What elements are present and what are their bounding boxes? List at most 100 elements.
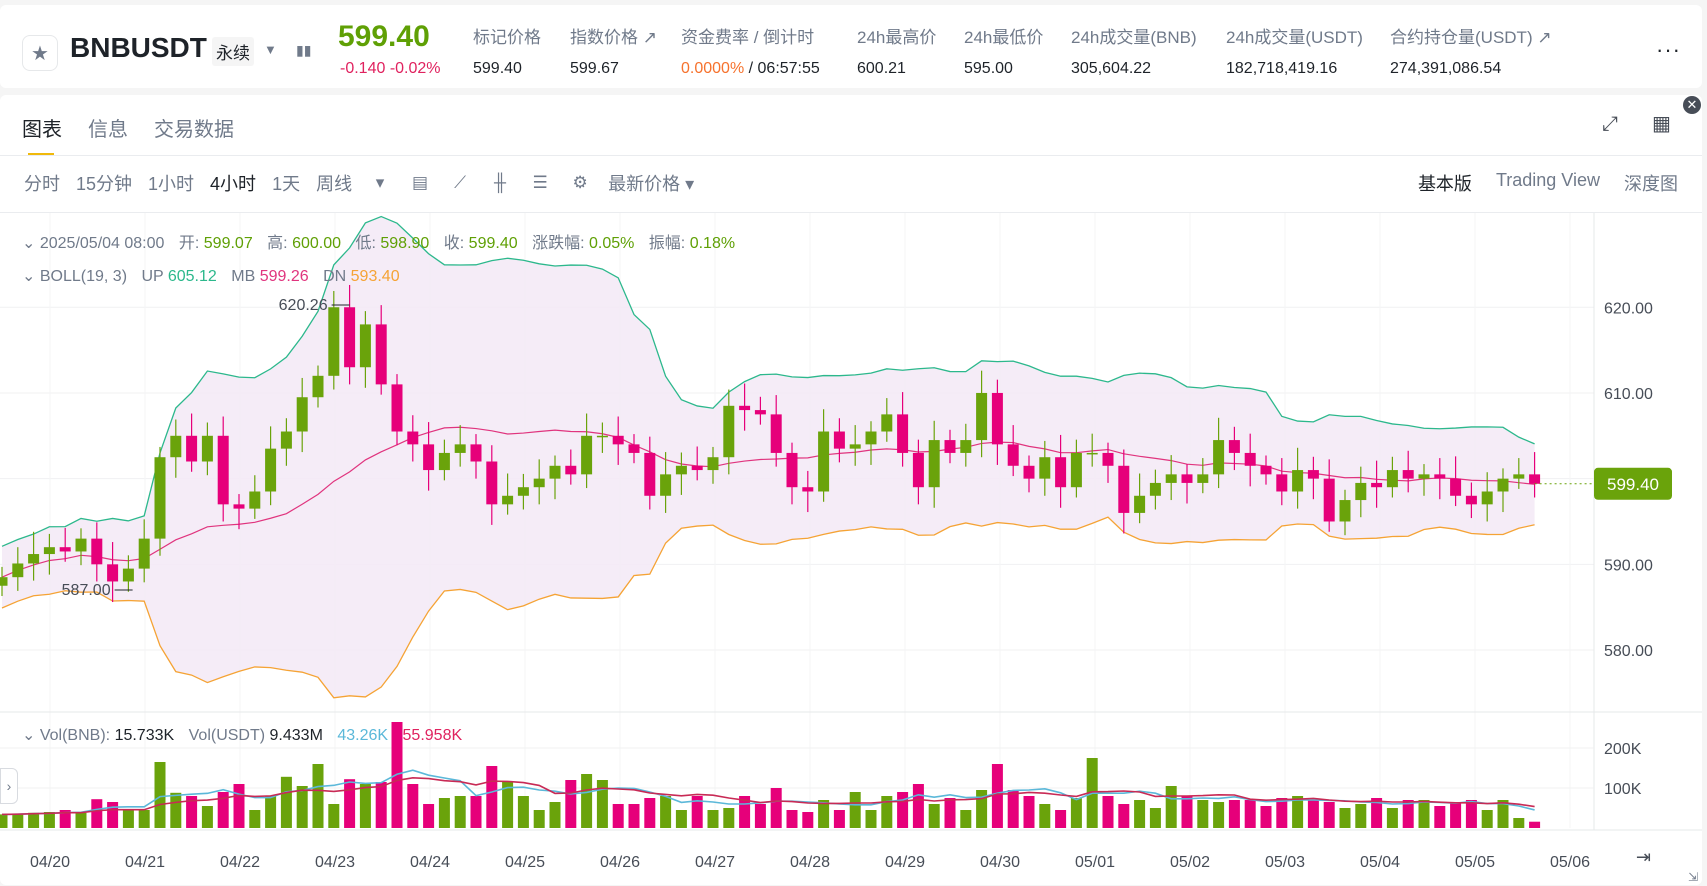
- resize-handle[interactable]: ⇲: [1688, 870, 1699, 884]
- price-axis-tick: 620.00: [1604, 300, 1653, 317]
- interval-15m[interactable]: 15分钟: [76, 174, 133, 194]
- candle-body: [186, 435, 198, 462]
- gear-icon[interactable]: ⚙: [572, 173, 588, 192]
- candle-body: [1102, 452, 1114, 466]
- view-basic[interactable]: 基本版: [1417, 174, 1472, 194]
- stat-mark-price: 标记价格 599.40: [473, 23, 541, 78]
- volume-bar: [786, 810, 798, 828]
- stat-funding-rate: 资金费率 / 倒计时 0.0000% / 06:57:55: [681, 23, 820, 78]
- candle-icon[interactable]: ╫: [494, 173, 507, 192]
- volume-bar: [1292, 796, 1304, 828]
- volume-bar: [533, 810, 545, 828]
- candle-body: [786, 452, 798, 488]
- candle-body: [1529, 474, 1541, 484]
- divider: [0, 212, 1702, 213]
- candle-body: [897, 414, 909, 453]
- stat-label: 资金费率 / 倒计时: [681, 28, 815, 47]
- volume-bar: [186, 796, 198, 828]
- tab-info[interactable]: 信息: [88, 119, 128, 141]
- chevron-down-icon[interactable]: ▼: [264, 42, 277, 57]
- symbol-name[interactable]: BNBUSDT: [70, 32, 207, 63]
- volume-bar: [581, 774, 593, 828]
- boll-mb-value: 599.26: [259, 268, 309, 285]
- vol-ma1-value: 43.26K: [337, 727, 389, 744]
- volume-axis-tick: 200K: [1604, 741, 1642, 758]
- candle-body: [75, 538, 87, 552]
- candle-body: [1339, 500, 1351, 522]
- boll-dn-value: 593.40: [350, 268, 400, 285]
- volume-bar: [644, 798, 656, 828]
- chevron-down-icon[interactable]: ▾: [375, 173, 385, 192]
- amplitude-label: 振幅:: [648, 235, 686, 252]
- tab-trading-data[interactable]: 交易数据: [154, 119, 234, 141]
- volume-bar: [833, 810, 845, 828]
- interval-1h[interactable]: 1小时: [148, 174, 195, 194]
- layout-icon[interactable]: ▦: [1652, 113, 1671, 135]
- candle-body: [359, 324, 371, 368]
- candle-body: [944, 440, 956, 453]
- time-axis-tick: 04/23: [315, 854, 355, 871]
- volume-bar: [754, 804, 766, 828]
- candle-body: [12, 563, 24, 578]
- candle-body: [170, 435, 182, 458]
- stat-label[interactable]: 指数价格 ↗: [570, 28, 657, 47]
- volume-bar: [707, 810, 719, 828]
- stat-value: 274,391,086.54: [1390, 60, 1502, 77]
- stat-index-price[interactable]: 指数价格 ↗ 599.67: [570, 23, 657, 78]
- volume-bar: [1418, 800, 1430, 828]
- volume-bar: [502, 782, 514, 828]
- volume-bar: [138, 810, 150, 828]
- close-icon[interactable]: ✕: [1683, 96, 1701, 114]
- expand-icon[interactable]: ⤢: [1602, 113, 1618, 135]
- volume-bar: [1134, 800, 1146, 828]
- interval-1w[interactable]: 周线: [316, 174, 353, 194]
- volume-bar: [1165, 786, 1177, 828]
- candle-body: [565, 465, 577, 475]
- volume-bar: [818, 800, 830, 828]
- interval-1d[interactable]: 1天: [272, 174, 301, 194]
- chevron-down-icon[interactable]: ⌄: [22, 235, 36, 252]
- indicator-icon[interactable]: ⟋: [454, 173, 467, 192]
- volume-bar: [1465, 800, 1477, 828]
- candle-body: [849, 444, 861, 449]
- panel-tabs: 图表 信息 交易数据: [22, 113, 234, 156]
- more-icon[interactable]: ···: [1656, 37, 1681, 62]
- expand-drawer-arrow[interactable]: ›: [0, 768, 18, 804]
- candle-body: [59, 547, 71, 552]
- boll-mb-line: [1, 426, 1535, 578]
- stat-open-interest[interactable]: 合约持仓量(USDT) ↗ 274,391,086.54: [1390, 23, 1552, 78]
- chevron-down-icon[interactable]: ⌄: [22, 268, 36, 285]
- candle-body: [122, 568, 134, 582]
- candle-body: [1434, 474, 1446, 479]
- volume-bar: [122, 810, 134, 828]
- calendar-icon[interactable]: ▤: [412, 173, 429, 192]
- list-icon[interactable]: ☰: [532, 173, 548, 192]
- price-type-select[interactable]: 最新价格 ▾: [608, 174, 695, 194]
- candle-body: [1371, 482, 1383, 488]
- volume-bar: [328, 804, 340, 828]
- fit-icon[interactable]: ⇥: [1636, 847, 1652, 867]
- interval-4h[interactable]: 4小时: [210, 174, 257, 194]
- divider: [0, 155, 1702, 156]
- volume-bar: [1355, 804, 1367, 828]
- star-icon[interactable]: ★: [22, 35, 58, 71]
- interval-time[interactable]: 分时: [24, 174, 60, 194]
- stat-24h-low: 24h最低价 595.00: [964, 23, 1043, 78]
- volume-bar: [43, 812, 55, 828]
- candle-body: [628, 444, 640, 453]
- boll-name[interactable]: BOLL(19, 3): [39, 268, 128, 285]
- view-depth[interactable]: 深度图: [1624, 174, 1678, 194]
- tab-chart[interactable]: 图表: [22, 113, 62, 156]
- chevron-down-icon[interactable]: ⌄: [22, 727, 36, 744]
- view-tradingview[interactable]: Trading View: [1495, 170, 1600, 190]
- volume-bar: [1149, 808, 1161, 828]
- candle-body: [1465, 495, 1477, 505]
- candle-body: [407, 431, 419, 445]
- stat-label[interactable]: 合约持仓量(USDT) ↗: [1390, 28, 1552, 47]
- candle-body: [960, 440, 972, 453]
- book-icon[interactable]: ▮▮: [296, 42, 312, 58]
- candle-body: [502, 495, 514, 505]
- time-axis-tick: 05/02: [1170, 854, 1210, 871]
- volume-bar: [596, 780, 608, 828]
